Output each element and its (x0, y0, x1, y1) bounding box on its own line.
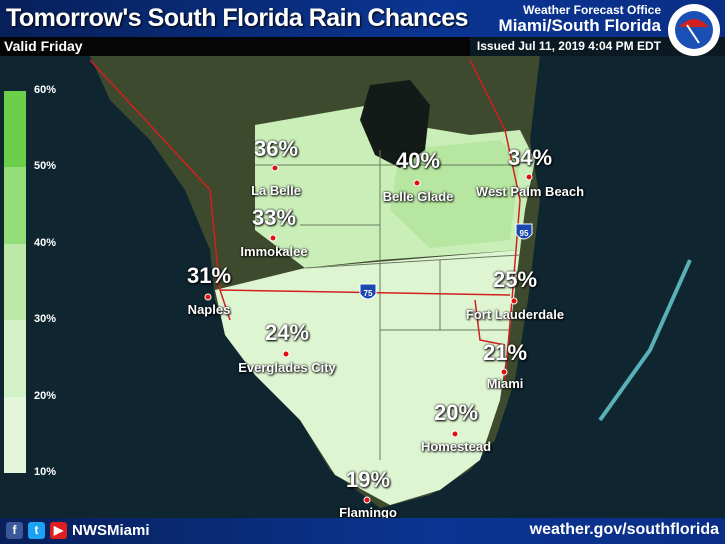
city-marker (269, 234, 277, 242)
legend-50-60 (4, 91, 26, 167)
youtube-icon[interactable]: ▶ (50, 522, 67, 539)
city-marker (510, 297, 518, 305)
wfo-label: Weather Forecast Office (523, 3, 661, 17)
legend-tick: 60% (34, 84, 57, 96)
city-name: Miami (486, 376, 524, 391)
rain-chance-label: 34% (507, 145, 553, 170)
keys (598, 259, 692, 422)
city-name: Belle Glade (382, 189, 454, 204)
city-name: Naples (187, 302, 231, 317)
issued-time: Issued Jul 11, 2019 4:04 PM EDT (476, 39, 661, 53)
legend: 60% 50% 40% 30% 20% 10% (4, 84, 56, 478)
city-marker (271, 164, 279, 172)
i75-shield: 75 (359, 283, 377, 300)
legend-40-50 (4, 167, 26, 244)
city-marker (363, 496, 371, 504)
city-name: West Palm Beach (475, 184, 585, 199)
legend-tick: 30% (34, 313, 57, 325)
city-marker (282, 350, 290, 358)
city-marker (525, 173, 533, 181)
county-lines (255, 150, 521, 460)
rain-chance-label: 40% (395, 148, 441, 173)
footer-bar (0, 518, 725, 544)
legend-20-30 (4, 320, 26, 397)
legend-10-20 (4, 397, 26, 473)
legend-tick: 50% (34, 160, 57, 172)
rain-chance-label: 36% (253, 136, 299, 161)
city-marker (204, 293, 212, 301)
twitter-icon[interactable]: t (28, 522, 45, 539)
nws-logo (668, 4, 720, 56)
rain-chance-label: 25% (492, 267, 538, 292)
i95-shield: 95 (515, 223, 533, 240)
i95-label: 95 (520, 229, 529, 238)
legend-tick: 40% (34, 237, 57, 249)
city-marker (413, 179, 421, 187)
rain-area-40 (390, 140, 520, 248)
website-link[interactable]: weather.gov/southflorida (529, 521, 719, 538)
page-title: Tomorrow's South Florida Rain Chances (6, 4, 469, 32)
legend-30-40 (4, 244, 26, 320)
valid-bar (0, 37, 470, 56)
city-name: Fort Lauderdale (465, 307, 565, 322)
city-name: Flamingo (339, 505, 397, 520)
social-handle[interactable]: NWSMiami (72, 522, 150, 539)
facebook-icon[interactable]: f (6, 522, 23, 539)
city-marker (500, 368, 508, 376)
rain-chance-label: 21% (482, 340, 528, 365)
i75-label: 75 (364, 289, 373, 298)
legend-tick: 20% (34, 390, 57, 402)
rain-area-south (215, 250, 520, 505)
legend-tick: 10% (34, 466, 57, 478)
city-name: Everglades City (238, 360, 336, 375)
rain-chance-label: 20% (433, 400, 479, 425)
rain-chance-label: 31% (186, 263, 232, 288)
city-name: Homestead (420, 439, 492, 454)
city-name: Immokalee (240, 244, 308, 259)
rain-chance-label: 24% (264, 320, 310, 345)
valid-text: Valid Friday (4, 38, 83, 54)
lake-okeechobee (360, 80, 430, 168)
rain-chance-label: 19% (345, 467, 391, 492)
city-marker (451, 430, 459, 438)
header-bar (0, 0, 725, 37)
office-name: Miami/South Florida (498, 16, 661, 35)
rain-chance-label: 33% (251, 205, 297, 230)
city-name: La Belle (251, 183, 301, 198)
